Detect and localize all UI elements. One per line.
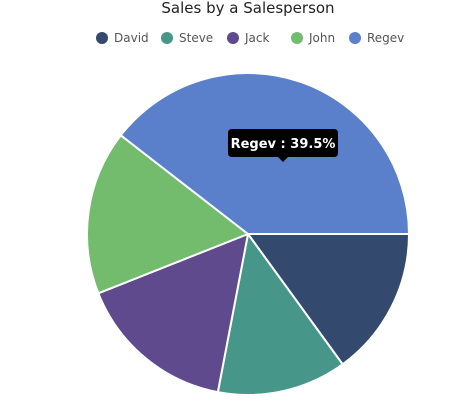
legend-item-john[interactable]: John: [291, 31, 335, 45]
pie-slice-john[interactable]: [86, 133, 250, 295]
tooltip-box: [228, 129, 338, 162]
legend-marker: [227, 32, 239, 44]
legend-label: David: [114, 31, 149, 45]
tooltip: Regev : 39.5%: [228, 129, 338, 162]
legend-label: John: [308, 31, 335, 45]
legend: David Steve Jack John Regev: [96, 31, 404, 45]
legend-item-david[interactable]: David: [96, 31, 149, 45]
legend-label: Steve: [179, 31, 213, 45]
pie-slices: [86, 72, 411, 397]
chart-title: Sales by a Salesperson: [161, 0, 334, 17]
legend-item-steve[interactable]: Steve: [161, 31, 213, 45]
legend-label: Regev: [367, 31, 404, 45]
pie-slice-jack[interactable]: [97, 232, 250, 394]
pie-slice-steve[interactable]: [216, 231, 345, 397]
legend-item-jack[interactable]: Jack: [227, 31, 269, 45]
legend-marker: [96, 32, 108, 44]
legend-item-regev[interactable]: Regev: [349, 31, 404, 45]
legend-label: Jack: [244, 31, 269, 45]
legend-marker: [349, 32, 361, 44]
pie-slice-david[interactable]: [246, 233, 411, 366]
tooltip-text: Regev : 39.5%: [231, 137, 336, 152]
legend-marker: [161, 32, 173, 44]
legend-marker: [291, 32, 303, 44]
